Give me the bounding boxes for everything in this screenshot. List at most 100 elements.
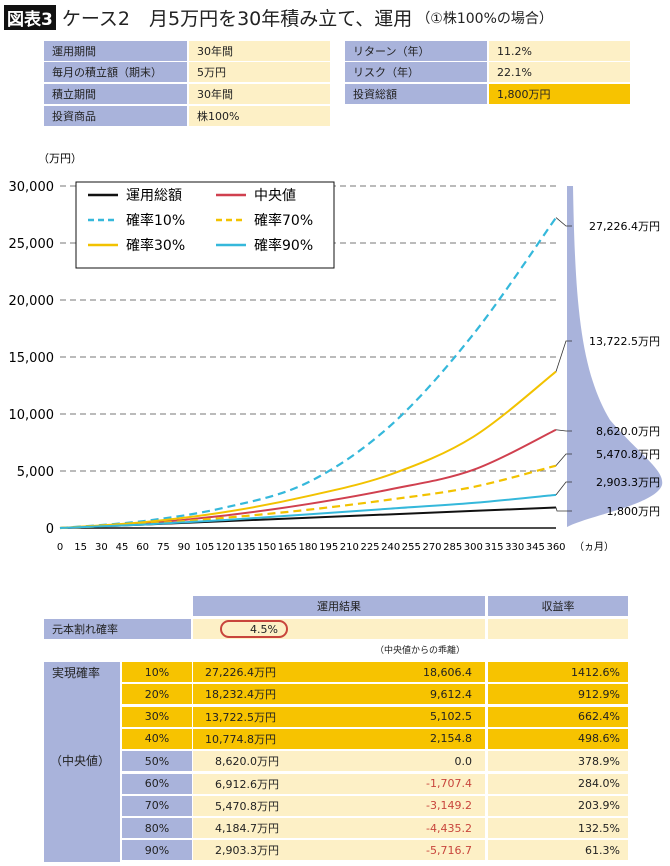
loss-value: 4.5% xyxy=(220,620,288,638)
x-tick-label: 240 xyxy=(381,542,400,553)
summary-label: 投資商品 xyxy=(44,106,187,126)
leader-line xyxy=(555,481,572,496)
end-value-label: 1,800万円 xyxy=(607,505,661,518)
y-tick-label: 0 xyxy=(46,522,54,537)
y-tick-label: 10,000 xyxy=(9,408,55,423)
group-col xyxy=(44,662,120,862)
x-tick-label: 330 xyxy=(505,542,524,553)
yield-cell: 912.9% xyxy=(488,684,628,705)
summary-value: 22.1% xyxy=(489,62,630,82)
legend-label: 中央値 xyxy=(254,188,296,204)
header-result: 運用結果 xyxy=(193,596,485,616)
deviation-cell: -4,435.2 xyxy=(426,821,472,835)
x-tick-label: 285 xyxy=(443,542,462,553)
leader-line xyxy=(555,340,572,372)
x-tick-label: 120 xyxy=(216,542,235,553)
x-tick-label: 75 xyxy=(157,542,170,553)
x-tick-label: 60 xyxy=(136,542,149,553)
y-tick-label: 30,000 xyxy=(9,180,55,195)
leader-line xyxy=(555,429,572,432)
series-line-1 xyxy=(59,428,557,529)
deviation-cell: 18,606.4 xyxy=(423,665,472,679)
end-value-label: 2,903.3万円 xyxy=(596,476,660,489)
x-tick-label: 135 xyxy=(236,542,255,553)
pct-cell: 60% xyxy=(122,773,192,794)
deviation-cell: -1,707.4 xyxy=(426,777,472,790)
pct-cell: 50% xyxy=(122,751,192,772)
legend-label: 運用総額 xyxy=(126,188,182,204)
amount-cell: 6,912.6万円 xyxy=(193,773,485,794)
yield-cell: 284.0% xyxy=(488,773,628,794)
series-line-5 xyxy=(59,493,557,529)
yield-cell: 132.5% xyxy=(488,818,628,839)
x-tick-label: 270 xyxy=(422,542,441,553)
x-tick-label: 195 xyxy=(319,542,338,553)
summary-value: 株100% xyxy=(189,106,330,126)
pct-cell: 40% xyxy=(122,728,192,749)
amount-cell: 8,620.0万円 xyxy=(193,751,485,772)
x-tick-label: 345 xyxy=(526,542,545,553)
line-chart: （万円） 0 5,000 10,000 15,000 20,000 25,000 30,000… xyxy=(9,152,663,553)
end-value-label: 13,722.5万円 xyxy=(589,335,660,348)
amount-cell: 18,232.4万円 xyxy=(193,684,485,705)
deviation-cell: 0.0 xyxy=(454,754,473,768)
end-value-label: 27,226.4万円 xyxy=(589,220,660,233)
x-tick-label: 225 xyxy=(360,542,379,553)
amount-cell: 4,184.7万円 xyxy=(193,818,485,839)
summary-value: 1,800万円 xyxy=(489,84,630,104)
title-sub: （①株100%の場合） xyxy=(416,10,553,27)
x-tick-label: 90 xyxy=(178,542,191,553)
leader-line xyxy=(555,507,572,512)
amount-cell: 27,226.4万円 xyxy=(193,662,485,682)
yield-cell: 378.9% xyxy=(488,751,628,772)
x-tick-label: 180 xyxy=(298,542,317,553)
series-line-4 xyxy=(59,370,557,529)
summary-label: 運用期間 xyxy=(44,41,187,61)
title-main: ケース2 月5万円を30年積み立て、運用 xyxy=(61,8,413,30)
y-tick-label: 20,000 xyxy=(9,294,55,309)
deviation-cell: -5,716.7 xyxy=(426,843,472,857)
legend-label: 確率90% xyxy=(254,237,313,254)
median-label: （中央値） xyxy=(50,753,111,768)
pct-cell: 80% xyxy=(122,818,192,839)
y-tick-label: 15,000 xyxy=(9,351,55,366)
summary-label: リスク（年） xyxy=(345,62,487,82)
header-yield: 収益率 xyxy=(488,596,628,616)
x-tick-label: 315 xyxy=(484,542,503,553)
x-tick-label: 15 xyxy=(74,542,87,553)
x-axis-label: （ヵ月） xyxy=(574,541,614,553)
x-tick-label: 105 xyxy=(195,542,214,553)
x-tick-label: 360 xyxy=(546,542,565,553)
x-tick-label: 0 xyxy=(57,542,63,553)
summary-value: 30年間 xyxy=(189,41,330,61)
summary-label: 毎月の積立額（期末） xyxy=(44,62,187,82)
pct-cell: 30% xyxy=(122,706,192,727)
y-tick-label: 25,000 xyxy=(9,237,55,252)
summary-label: リターン（年） xyxy=(345,41,487,61)
leader-line xyxy=(555,217,572,227)
x-tick-label: 255 xyxy=(402,542,421,553)
yield-cell: 1412.6% xyxy=(488,662,628,682)
summary-value: 11.2% xyxy=(489,41,630,61)
y-axis-label: （万円） xyxy=(38,152,82,165)
deviation-note: （中央値からの乖離） xyxy=(375,645,466,656)
legend-label: 確率10% xyxy=(126,212,185,229)
amount-cell: 10,774.8万円 xyxy=(193,728,485,749)
deviation-cell: -3,149.2 xyxy=(426,799,472,813)
distribution-shape xyxy=(567,186,663,527)
pct-cell: 10% xyxy=(122,662,192,682)
legend-label: 確率30% xyxy=(126,237,185,254)
pct-cell: 20% xyxy=(122,684,192,705)
y-tick-label: 5,000 xyxy=(17,465,54,480)
legend-box xyxy=(75,181,335,269)
loss-yield xyxy=(488,619,628,639)
loss-row xyxy=(193,619,485,639)
figure-title: 図表3 ケース2 月5万円を30年積み立て、運用 （①株100%の場合） xyxy=(4,4,553,31)
figure-badge: 図表3 xyxy=(4,5,56,30)
end-value-label: 8,620.0万円 xyxy=(596,425,660,438)
summary-value: 30年間 xyxy=(189,84,330,104)
amount-cell: 13,722.5万円 xyxy=(193,706,485,727)
x-tick-label: 210 xyxy=(340,542,359,553)
yield-cell: 662.4% xyxy=(488,706,628,727)
x-tick-label: 150 xyxy=(257,542,276,553)
